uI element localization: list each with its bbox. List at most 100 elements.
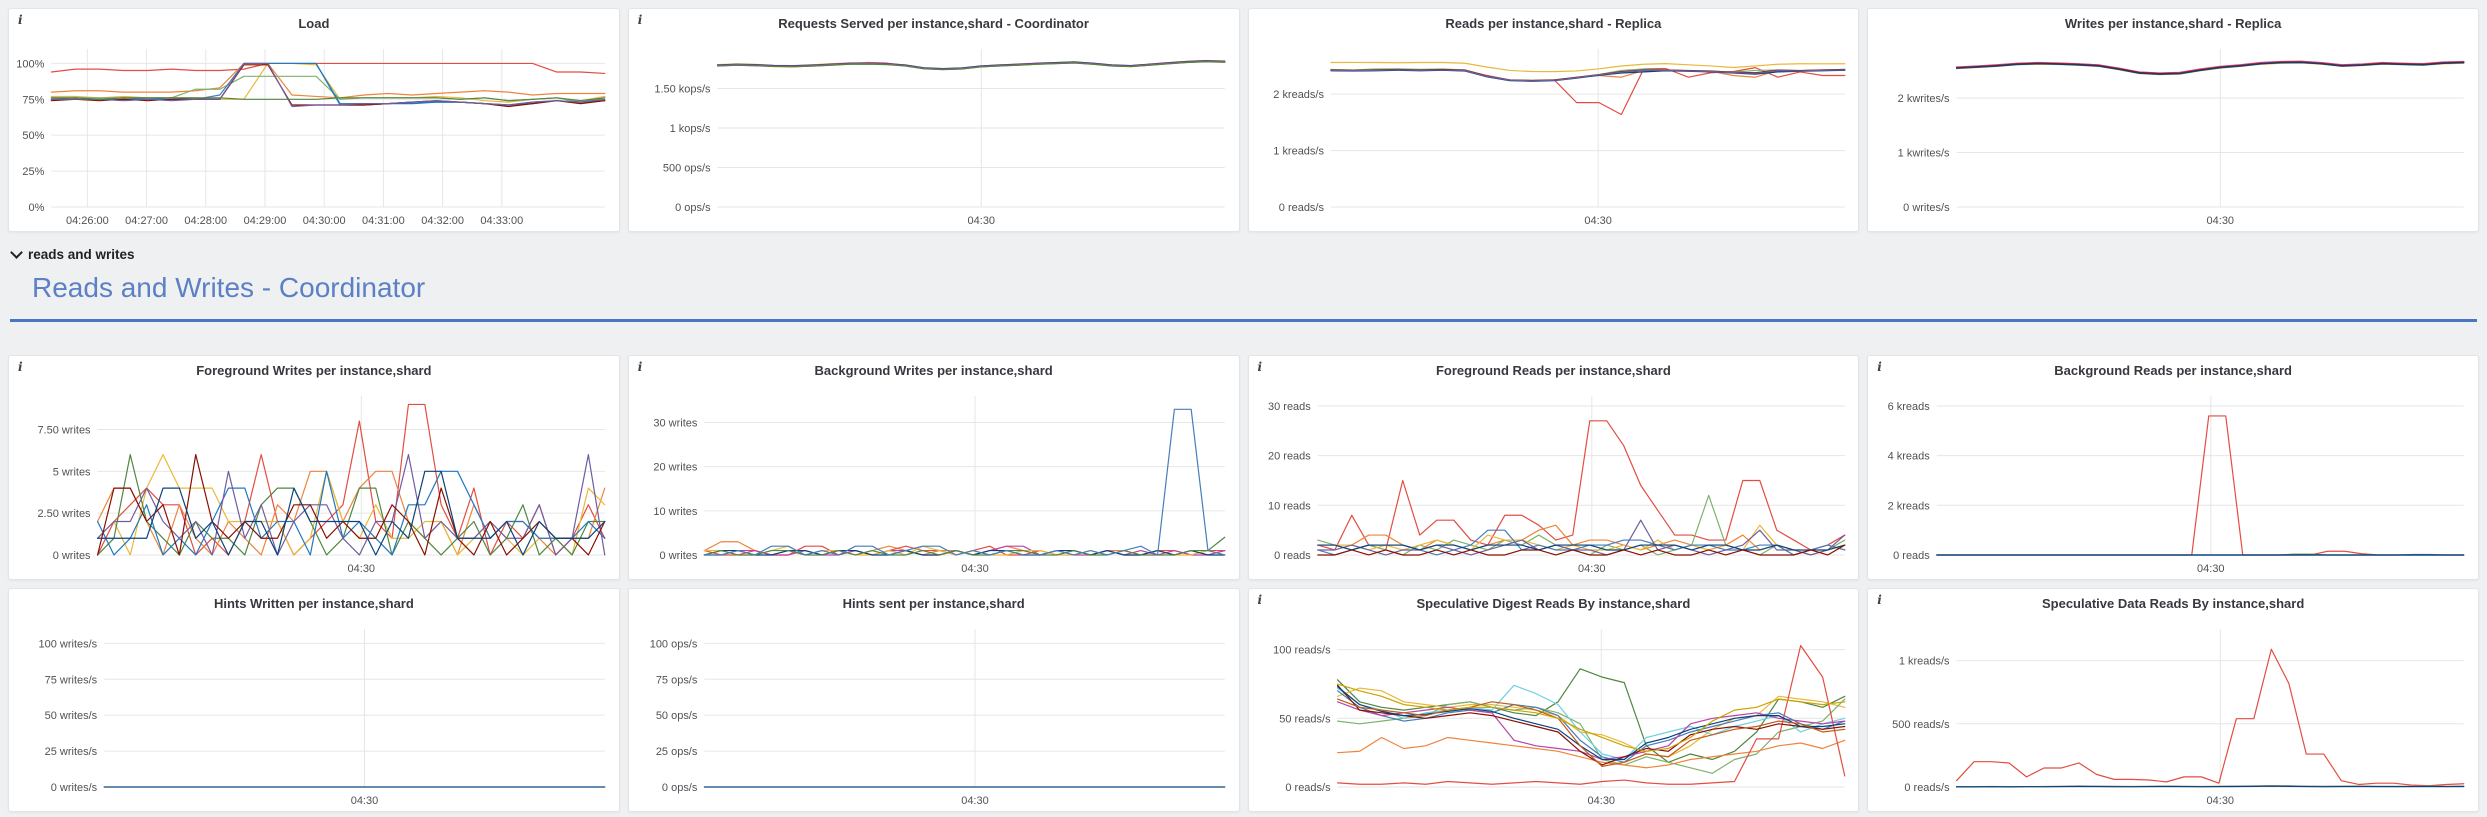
panel-title[interactable]: Load <box>298 16 330 31</box>
y-tick-label: 30 reads <box>1268 401 1311 413</box>
x-tick-label: 04:30 <box>961 563 988 575</box>
y-tick-label: 2 kwrites/s <box>1898 93 1950 105</box>
x-tick-label: 04:30 <box>1584 215 1612 227</box>
x-tick-label: 04:30 <box>1587 795 1614 807</box>
y-tick-label: 75% <box>22 94 44 106</box>
panel-title[interactable]: Foreground Writes per instance,shard <box>196 363 432 378</box>
x-tick-label: 04:30 <box>351 795 379 807</box>
series-line <box>1316 519 1845 556</box>
panel-info-icon[interactable]: i <box>1877 593 1882 607</box>
row-toggle-reads-and-writes[interactable]: reads and writes <box>8 245 2479 263</box>
y-tick-label: 500 reads/s <box>1892 719 1950 731</box>
chart-foreground-reads-per-instance-shard: 04:30 0 reads 10 reads 20 reads 30 reads <box>1268 396 1845 575</box>
series-line <box>1336 683 1845 752</box>
panel-title[interactable]: Background Writes per instance,shard <box>814 363 1053 378</box>
panel-row-middle: i Foreground Writes per instance,shard 04:… <box>8 355 2479 580</box>
y-tick-label: 0 writes <box>53 550 91 562</box>
chart-load: 04:26:00 04:27:00 04:28:00 04:29:00 04:30:00… <box>16 49 606 227</box>
chart-background-writes-per-instance-shard: 04:30 0 writes 10 writes 20 writes 30 writes <box>653 396 1226 575</box>
series-line <box>1336 668 1845 763</box>
y-tick-label: 75 ops/s <box>656 674 698 686</box>
y-tick-label: 100% <box>16 58 44 70</box>
y-tick-label: 30 writes <box>653 418 697 430</box>
y-tick-label: 500 ops/s <box>663 162 711 174</box>
y-tick-label: 0 ops/s <box>675 202 711 214</box>
panel-title[interactable]: Background Reads per instance,shard <box>2054 363 2292 378</box>
y-tick-label: 75 writes/s <box>45 674 98 686</box>
y-tick-label: 0 reads/s <box>1905 782 1951 794</box>
y-tick-label: 10 writes <box>653 506 697 518</box>
chart-speculative-digest-reads-by-instance-shard: 04:30 0 reads/s 50 reads/s 100 reads/s <box>1273 629 1845 807</box>
y-tick-label: 20 writes <box>653 462 697 474</box>
series-line <box>1336 687 1845 758</box>
y-tick-label: 2 kreads <box>1888 500 1931 512</box>
panel-info-icon[interactable]: i <box>1877 360 1882 374</box>
y-tick-label: 1.50 kops/s <box>654 84 711 96</box>
series-line <box>1316 544 1845 556</box>
y-tick-label: 1 kwrites/s <box>1898 148 1950 160</box>
y-tick-label: 0 writes/s <box>51 782 98 794</box>
panel-speculative-data-reads-by-instance-shard: i Speculative Data Reads By instance,shar… <box>1867 588 2479 812</box>
y-tick-label: 1 kreads/s <box>1899 656 1950 668</box>
y-tick-label: 0 reads <box>1893 550 1930 562</box>
panel-title[interactable]: Speculative Digest Reads By instance,sha… <box>1416 596 1691 611</box>
panel-foreground-reads-per-instance-shard: i Foreground Reads per instance,shard 04:3… <box>1247 355 1860 580</box>
x-tick-label: 04:33:00 <box>480 215 523 227</box>
chart-foreground-writes-per-instance-shard: 04:30 0 writes 2.50 writes 5 writes 7.50 wri… <box>37 396 606 575</box>
series-line <box>1329 61 1845 73</box>
y-tick-label: 7.50 writes <box>37 424 91 436</box>
panel-requests-served-per-instance-shard-coordinator: i Requests Served per instance,shard - Co… <box>627 8 1240 232</box>
series-line <box>50 62 606 75</box>
series-line <box>1329 69 1845 82</box>
panel-info-icon[interactable]: i <box>1257 360 1263 374</box>
panel-info-icon[interactable]: i <box>637 360 643 374</box>
panel-row-top: i Load 04:26:00 04:27:00 04:28:00 04:29:00 04:… <box>8 8 2479 232</box>
y-tick-label: 0 writes <box>659 550 697 562</box>
panel-title[interactable]: Hints Written per instance,shard <box>213 596 414 611</box>
panel-info-icon[interactable]: i <box>1257 593 1263 607</box>
panel-reads-per-instance-shard-replica: Reads per instance,shard - Replica 04:30 0… <box>1247 8 1860 232</box>
chart-hints-written-per-instance-shard: 04:30 0 writes/s 25 writes/s 50 writes/s 75 … <box>39 629 606 807</box>
y-tick-label: 50 reads/s <box>1279 713 1331 725</box>
chart-background-reads-per-instance-shard: 04:30 0 reads 2 kreads 4 kreads 6 kreads <box>1888 396 2465 575</box>
y-tick-label: 50 writes/s <box>45 710 98 722</box>
series-line <box>703 408 1226 556</box>
series-line <box>96 454 606 556</box>
x-tick-label: 04:31:00 <box>362 215 405 227</box>
series-line <box>1336 736 1845 769</box>
panel-info-icon[interactable]: i <box>18 360 23 374</box>
panel-speculative-digest-reads-by-instance-shard: i Speculative Digest Reads By instance,sh… <box>1247 588 1860 812</box>
series-line <box>716 61 1226 71</box>
panel-title[interactable]: Hints sent per instance,shard <box>842 596 1025 611</box>
panel-title[interactable]: Speculative Data Reads By instance,shard <box>2041 596 2305 611</box>
x-tick-label: 04:30 <box>2207 215 2235 227</box>
panel-title[interactable]: Foreground Reads per instance,shard <box>1435 363 1671 378</box>
panel-info-icon[interactable]: i <box>637 13 643 27</box>
x-tick-label: 04:30 <box>961 795 988 807</box>
panel-info-icon[interactable]: i <box>18 13 23 27</box>
series-line <box>1336 701 1845 761</box>
panel-hints-written-per-instance-shard: Hints Written per instance,shard 04:30 0 w… <box>8 588 620 812</box>
x-tick-label: 04:28:00 <box>184 215 227 227</box>
y-tick-label: 50% <box>22 130 44 142</box>
x-tick-label: 04:26:00 <box>66 215 109 227</box>
series-line <box>96 403 606 556</box>
chart-speculative-data-reads-by-instance-shard: 04:30 0 reads/s 500 reads/s 1 kreads/s <box>1892 629 2465 807</box>
x-tick-label: 04:30 <box>2207 795 2235 807</box>
y-tick-label: 50 ops/s <box>656 710 698 722</box>
panel-title[interactable]: Reads per instance,shard - Replica <box>1445 16 1662 31</box>
x-tick-label: 04:30 <box>967 215 994 227</box>
series-line <box>1936 415 2465 556</box>
x-tick-label: 04:30 <box>2197 563 2225 575</box>
series-line <box>1956 648 2465 787</box>
y-tick-label: 25 writes/s <box>45 746 98 758</box>
panel-foreground-writes-per-instance-shard: i Foreground Writes per instance,shard 04:… <box>8 355 620 580</box>
panel-title[interactable]: Writes per instance,shard - Replica <box>2064 16 2282 31</box>
series-line <box>1336 684 1845 761</box>
panel-title[interactable]: Requests Served per instance,shard - Coo… <box>778 16 1089 31</box>
y-tick-label: 1 kops/s <box>669 123 710 135</box>
series-line <box>1956 62 2465 75</box>
y-tick-label: 10 reads <box>1268 500 1311 512</box>
series-line <box>50 62 606 108</box>
y-tick-label: 0 ops/s <box>662 782 698 794</box>
